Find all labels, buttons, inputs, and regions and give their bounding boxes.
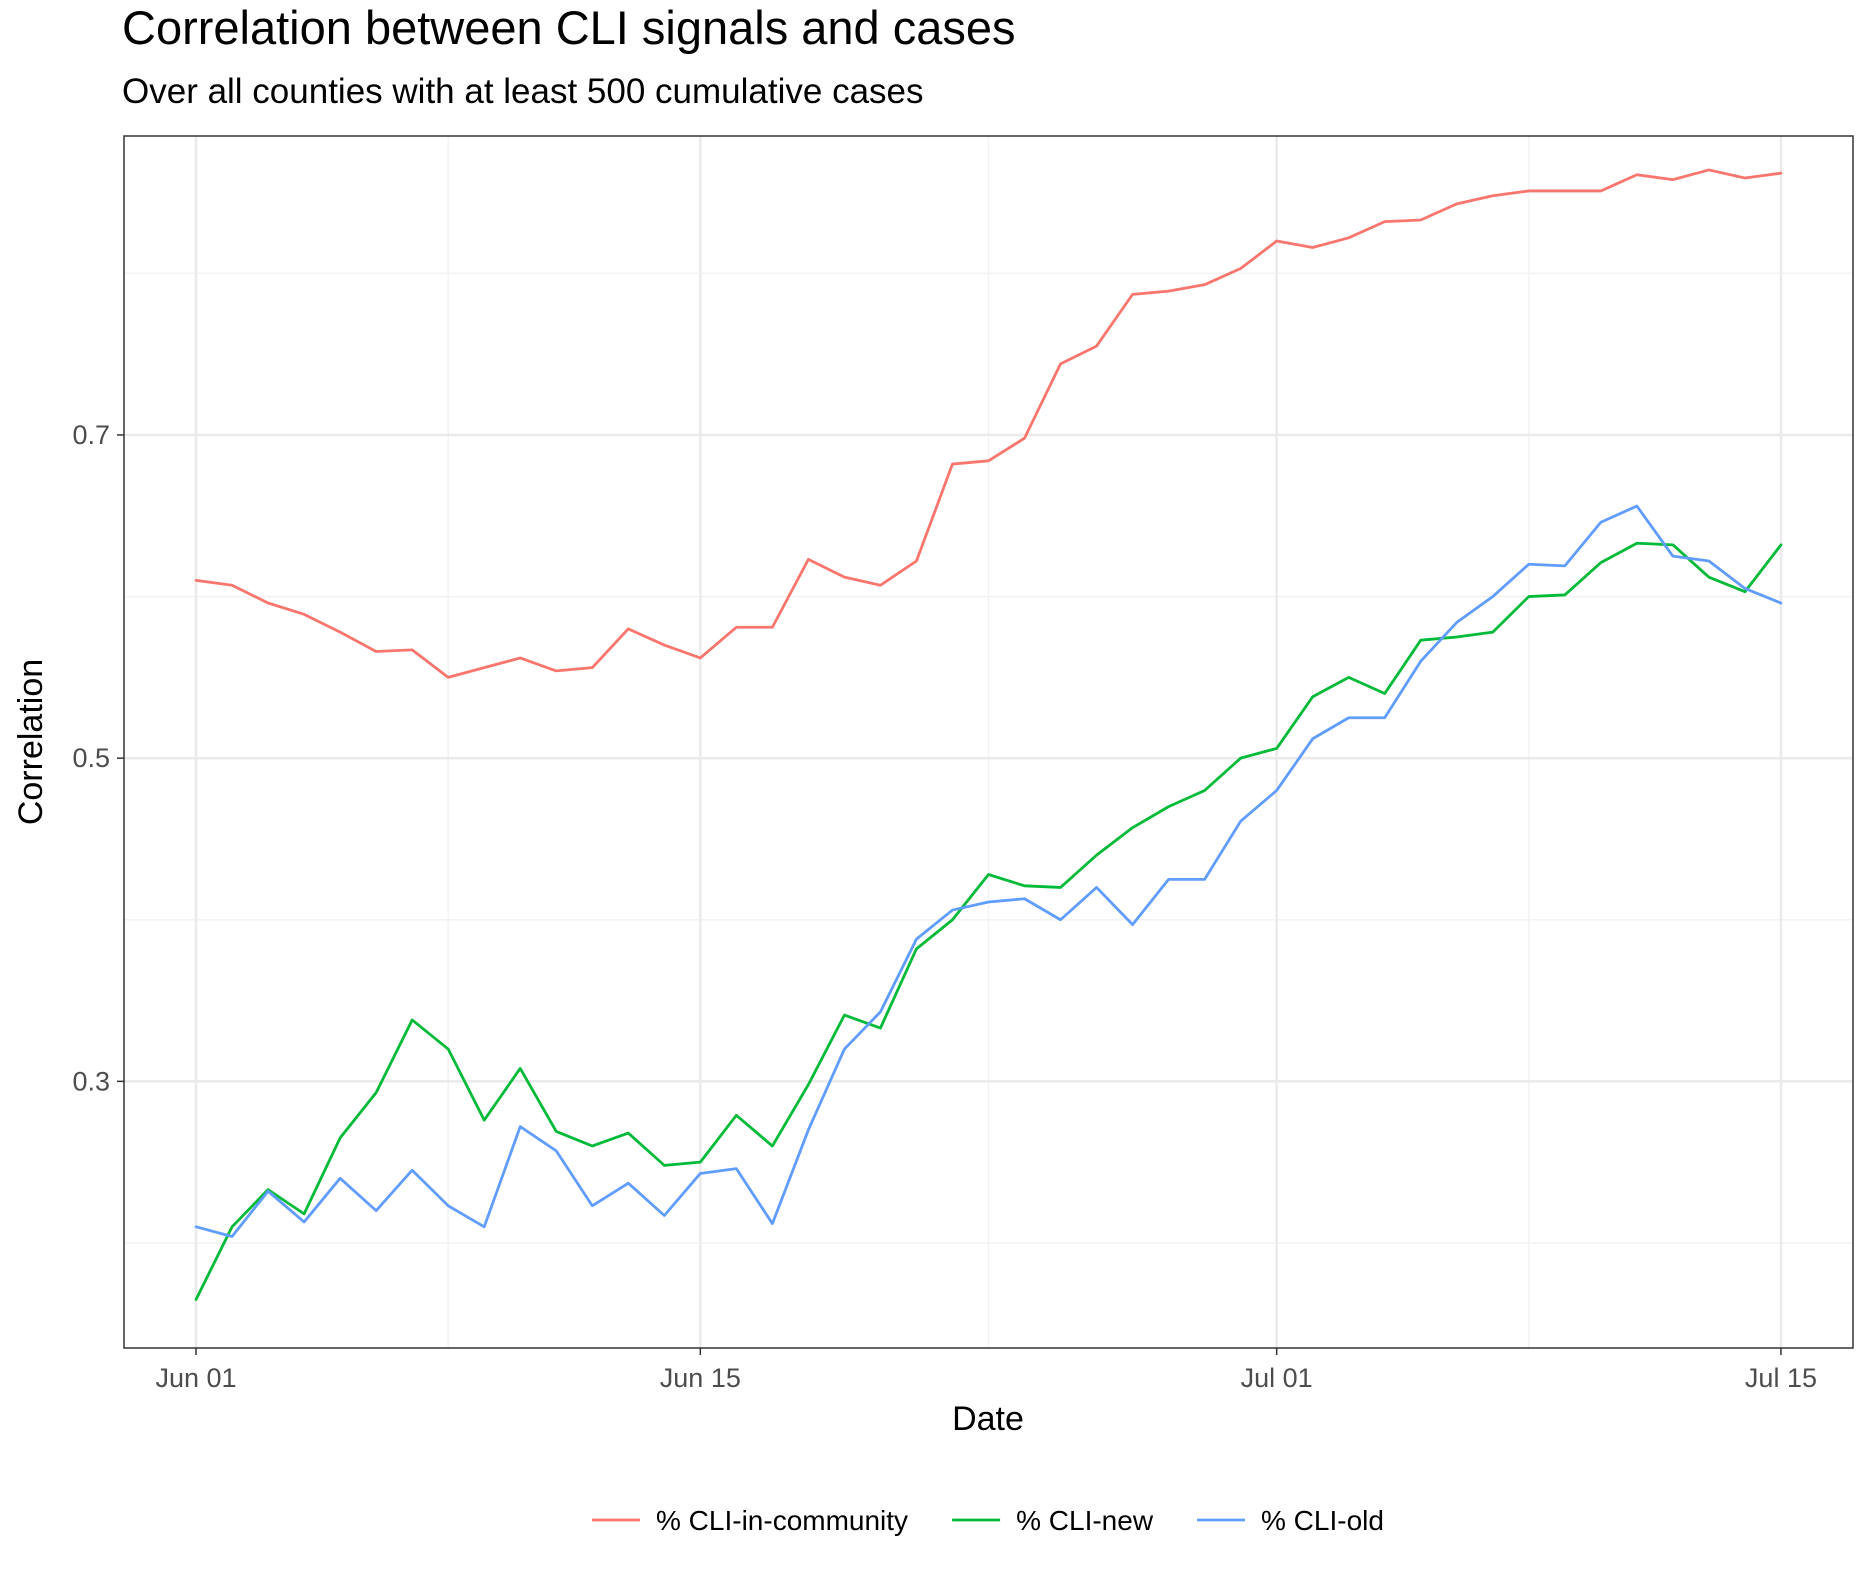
grid <box>124 136 1853 1348</box>
legend-label: % CLI-old <box>1261 1505 1384 1536</box>
y-tick-label: 0.5 <box>72 743 110 773</box>
x-axis-title: Date <box>952 1400 1024 1438</box>
series-line-0 <box>194 168 1783 679</box>
y-tick-label: 0.3 <box>72 1066 110 1096</box>
x-tick-label: Jun 15 <box>660 1363 741 1393</box>
x-tick-label: Jun 01 <box>156 1363 237 1393</box>
legend-label: % CLI-new <box>1016 1505 1154 1536</box>
y-axis-title: Correlation <box>12 659 50 825</box>
x-tick-label: Jul 01 <box>1241 1363 1313 1393</box>
x-tick-label: Jul 15 <box>1745 1363 1817 1393</box>
series-lines <box>194 168 1783 1301</box>
legend-item: % CLI-in-community <box>592 1505 908 1536</box>
axes: 0.3 0.5 0.7 Jun 01 Jun 15 Jul 01 Jul 15 <box>72 420 1817 1393</box>
legend-item: % CLI-new <box>952 1505 1154 1536</box>
y-tick-label: 0.7 <box>72 420 110 450</box>
chart-subtitle: Over all counties with at least 500 cumu… <box>122 72 924 111</box>
legend-label: % CLI-in-community <box>656 1505 908 1536</box>
legend: % CLI-in-community % CLI-new % CLI-old <box>592 1505 1384 1536</box>
legend-item: % CLI-old <box>1197 1505 1384 1536</box>
series-line-1 <box>194 541 1783 1301</box>
series-line-2 <box>194 504 1783 1238</box>
chart-title: Correlation between CLI signals and case… <box>122 1 1016 54</box>
plot-panel <box>123 135 1854 1349</box>
